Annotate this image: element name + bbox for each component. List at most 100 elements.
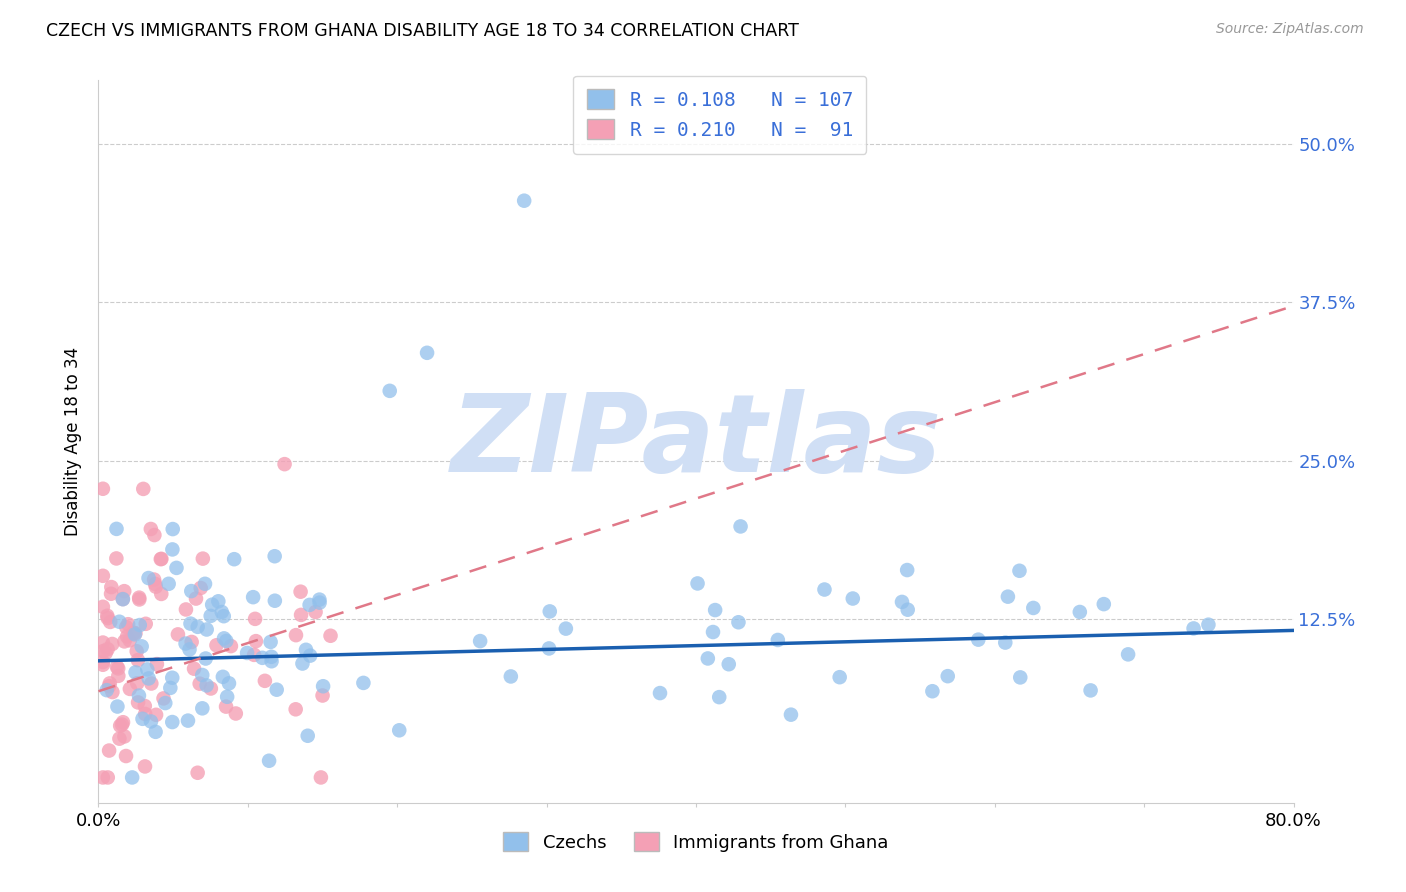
Point [780,707,803,722]
Point [686,576,709,591]
Point [200,681,222,696]
Point [936,669,959,683]
Point [319,629,342,643]
Point [253,673,276,688]
Point [212,609,235,624]
Point [177,714,200,728]
Point [378,384,401,398]
Point [91,482,114,496]
Point [180,635,202,649]
Point [352,676,374,690]
Point [499,669,522,683]
Point [696,651,718,665]
Point [111,717,134,731]
Point [139,714,162,729]
Point [388,723,411,738]
Point [145,724,167,739]
Point [308,596,330,610]
Point [162,522,184,536]
Point [897,603,920,617]
Point [100,580,122,594]
Point [191,551,214,566]
Point [134,759,156,773]
Point [537,641,560,656]
Point [730,519,752,533]
Point [183,662,205,676]
Point [122,626,145,640]
Point [112,634,135,648]
Point [174,602,197,616]
Point [290,607,312,622]
Point [921,684,943,698]
Point [107,699,129,714]
Point [98,615,121,629]
Point [468,634,491,648]
Point [101,637,124,651]
Point [124,626,146,640]
Point [187,765,209,780]
Point [138,571,160,585]
Point [91,657,114,672]
Point [1182,622,1205,636]
Point [727,615,749,630]
Point [157,576,180,591]
Point [828,670,851,684]
Point [309,771,332,785]
Point [150,587,173,601]
Text: ZIPatlas: ZIPatlas [450,389,942,494]
Point [91,599,114,614]
Point [243,612,266,626]
Point [91,635,114,649]
Point [896,563,918,577]
Point [285,628,308,642]
Point [290,584,312,599]
Point [138,672,160,686]
Point [308,592,330,607]
Point [121,771,143,785]
Point [1022,601,1045,615]
Point [284,702,307,716]
Point [139,522,162,536]
Point [194,651,217,665]
Point [96,608,118,623]
Point [207,594,229,608]
Point [538,604,561,618]
Point [127,653,149,667]
Point [242,590,264,604]
Point [298,598,321,612]
Point [813,582,835,597]
Point [766,632,789,647]
Point [125,644,148,658]
Point [91,771,114,785]
Point [166,561,188,575]
Point [94,646,117,660]
Point [180,584,202,599]
Point [127,676,149,690]
Point [108,615,131,629]
Point [108,731,131,746]
Point [145,707,167,722]
Point [128,591,150,605]
Point [245,634,267,648]
Point [107,661,129,675]
Point [111,715,134,730]
Point [115,620,138,634]
Point [105,551,128,566]
Point [554,622,576,636]
Point [702,625,724,640]
Point [257,754,280,768]
Point [252,650,274,665]
Point [195,623,218,637]
Point [97,611,120,625]
Point [97,771,120,785]
Point [155,696,177,710]
Point [105,522,128,536]
Point [195,678,218,692]
Point [105,660,128,674]
Point [263,593,285,607]
Point [174,636,197,650]
Point [1010,670,1032,684]
Point [513,194,536,208]
Point [1116,648,1139,662]
Point [187,620,209,634]
